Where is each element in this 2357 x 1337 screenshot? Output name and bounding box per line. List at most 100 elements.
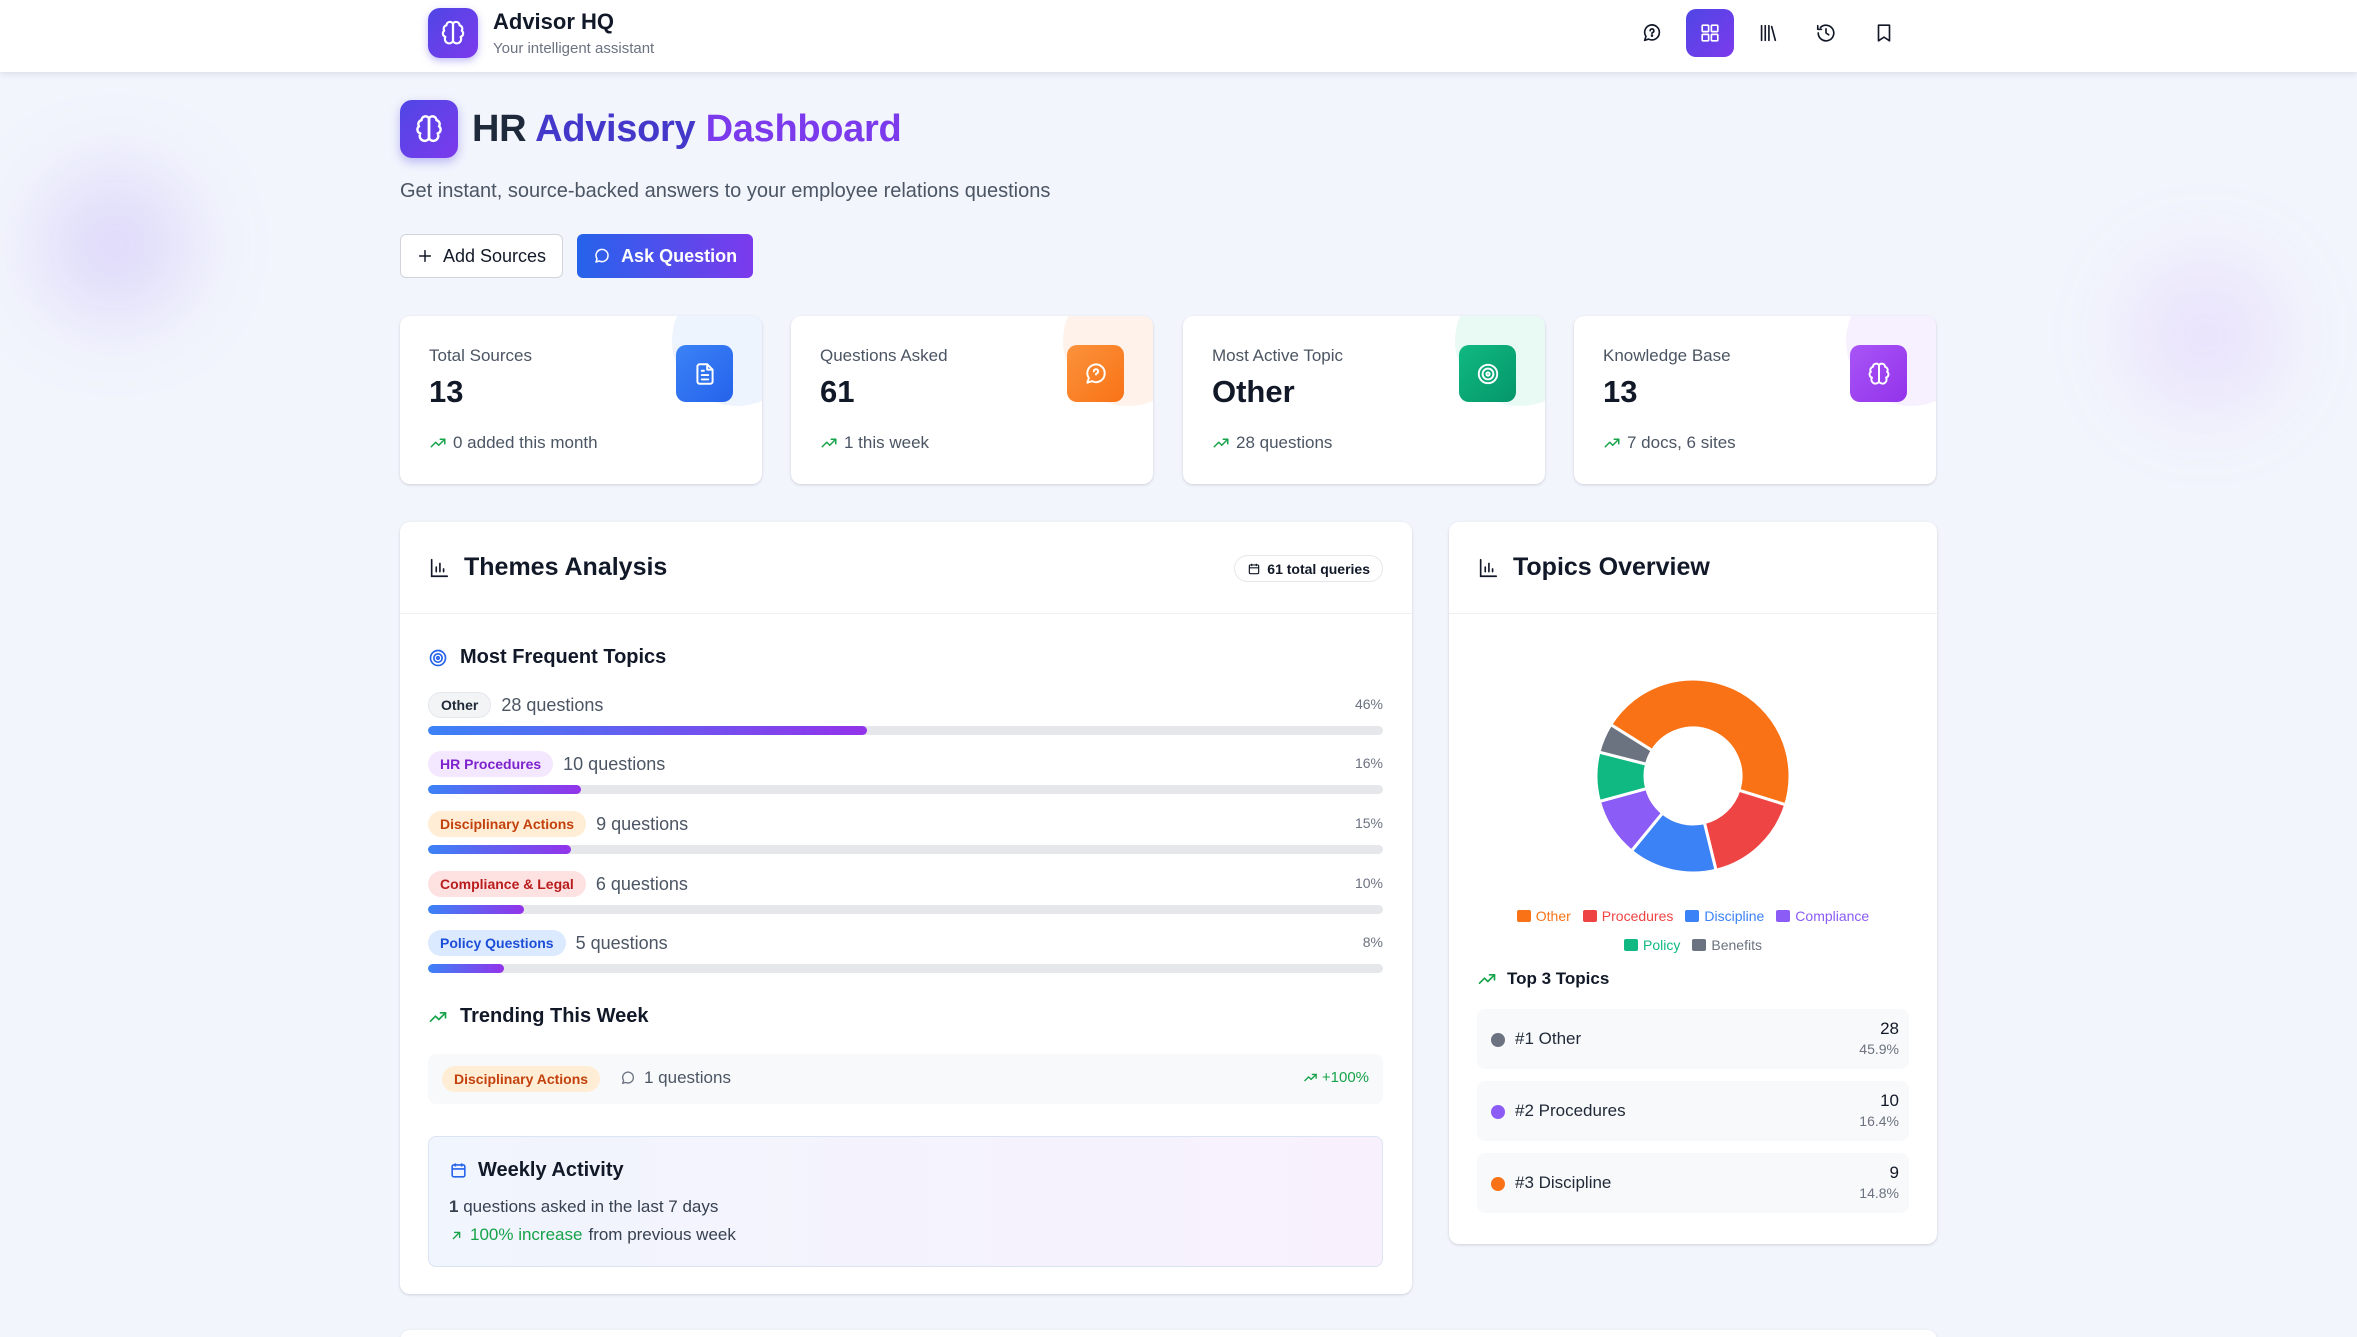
top-topic-name: #3 Discipline (1515, 1173, 1612, 1192)
top-topic-item[interactable]: #1 Other 28 45.9% (1477, 1009, 1909, 1069)
topic-count: 6 questions (595, 873, 688, 894)
panel-title: Themes Analysis (464, 553, 668, 581)
trending-item[interactable]: Disciplinary Actions 1 questions +100% (428, 1054, 1383, 1104)
legend-item-benefits[interactable]: Benefits (1692, 937, 1762, 953)
brain-icon (1850, 345, 1907, 402)
top-topic-name: #1 Other (1515, 1029, 1582, 1048)
topic-tag: Policy Questions (428, 930, 566, 956)
nav-bookmarks[interactable] (1860, 9, 1908, 57)
calendar-icon (1249, 563, 1260, 574)
trend-up-icon (1304, 1073, 1317, 1082)
weekly-change: 100% increase from previous week (449, 1225, 736, 1245)
stat-card-questions-asked: Questions Asked 61 1 this week (791, 316, 1153, 484)
top-topic-percent: 45.9% (1859, 1041, 1899, 1057)
trend-up-icon (821, 438, 837, 448)
trending-change: +100% (1303, 1069, 1369, 1086)
topic-row[interactable]: Other 28 questions 46% (428, 692, 1383, 740)
donut-slice-benefits[interactable] (1597, 722, 1655, 766)
trending-count: 1 questions (620, 1068, 731, 1088)
section-title-top3: Top 3 Topics (1477, 969, 1609, 989)
topic-percent: 46% (1354, 696, 1383, 712)
donut-slice-procedures[interactable] (1702, 788, 1788, 873)
section-title-frequent: Most Frequent Topics (428, 646, 666, 669)
brand[interactable]: Advisor HQ Your intelligent assistant (428, 8, 654, 58)
top-nav (1628, 9, 1908, 57)
document-icon (676, 345, 733, 402)
top-topic-item[interactable]: #2 Procedures 10 16.4% (1477, 1081, 1909, 1141)
library-icon (1760, 24, 1777, 42)
legend-item-compliance[interactable]: Compliance (1776, 908, 1869, 924)
page-header: HR Advisory Dashboard (400, 100, 902, 158)
weekly-activity-card: Weekly Activity 1 questions asked in the… (428, 1136, 1383, 1267)
legend-label: Policy (1643, 937, 1681, 953)
top-topic-item[interactable]: #3 Discipline 9 14.8% (1477, 1153, 1909, 1213)
page-subtitle: Get instant, source-backed answers to yo… (400, 180, 1051, 202)
legend-item-policy[interactable]: Policy (1624, 937, 1680, 953)
legend-label: Benefits (1711, 937, 1762, 953)
legend-swatch (1776, 910, 1791, 922)
legend-label: Procedures (1601, 908, 1674, 924)
themes-analysis-panel: Themes Analysis 61 total queries Most Fr… (400, 522, 1412, 1294)
ask-question-button[interactable]: Ask Question (577, 234, 754, 278)
stat-label: Total Sources (429, 346, 532, 365)
dashboard-icon (1701, 24, 1719, 42)
legend-swatch (1516, 910, 1531, 922)
stat-label: Questions Asked (820, 346, 948, 365)
topic-row[interactable]: Policy Questions 5 questions 8% (428, 930, 1383, 978)
add-sources-button[interactable]: Add Sources (400, 234, 564, 278)
topic-percent: 8% (1362, 934, 1383, 950)
nav-history[interactable] (1802, 9, 1850, 57)
chart-legend: Policy Benefits (1449, 937, 1937, 953)
topic-row[interactable]: HR Procedures 10 questions 16% (428, 751, 1383, 799)
legend-item-other[interactable]: Other (1516, 908, 1571, 924)
stat-footnote: 28 questions (1212, 433, 1332, 453)
topic-row[interactable]: Compliance & Legal 6 questions 10% (428, 871, 1383, 919)
brain-icon (428, 8, 478, 58)
stat-card-total-sources: Total Sources 13 0 added this month (400, 316, 762, 484)
legend-swatch (1685, 910, 1700, 922)
legend-swatch (1692, 939, 1707, 951)
topic-count: 5 questions (575, 932, 668, 953)
nav-library[interactable] (1744, 9, 1792, 57)
stat-footnote: 0 added this month (429, 433, 598, 453)
trend-up-icon (1478, 974, 1496, 984)
legend-item-procedures[interactable]: Procedures (1582, 908, 1674, 924)
app-tagline: Your intelligent assistant (493, 40, 655, 57)
stat-label: Most Active Topic (1212, 346, 1344, 365)
topic-bar (428, 964, 1383, 973)
trend-up-icon (1213, 438, 1229, 448)
page-title: HR Advisory Dashboard (472, 107, 902, 150)
weekly-title: Weekly Activity (449, 1159, 624, 1182)
top-topic-count: 10 (1880, 1091, 1899, 1110)
section-title-trending: Trending This Week (428, 1005, 649, 1028)
topic-row[interactable]: Disciplinary Actions 9 questions 15% (428, 811, 1383, 859)
next-panel (400, 1330, 1937, 1337)
stat-card-most-active-topic: Most Active Topic Other 28 questions (1183, 316, 1545, 484)
nav-dashboard[interactable] (1686, 9, 1734, 57)
bookmark-icon (1877, 24, 1891, 42)
topic-bar (428, 726, 1383, 735)
donut-slice-other[interactable] (1608, 677, 1792, 807)
panel-header: Topics Overview (1449, 522, 1937, 614)
legend-item-discipline[interactable]: Discipline (1685, 908, 1764, 924)
stat-label: Knowledge Base (1603, 346, 1731, 365)
topic-percent: 16% (1354, 755, 1383, 771)
topic-percent: 10% (1354, 875, 1383, 891)
panel-title: Topics Overview (1513, 553, 1710, 581)
total-queries-badge: 61 total queries (1234, 555, 1383, 582)
topics-overview-panel: Topics Overview Other Procedures Disciplin… (1449, 522, 1937, 1244)
stat-card-knowledge-base: Knowledge Base 13 7 docs, 6 sites (1574, 316, 1936, 484)
top-topic-count: 28 (1880, 1019, 1899, 1038)
top-topic-percent: 16.4% (1859, 1113, 1899, 1129)
weekly-summary: 1 questions asked in the last 7 days (449, 1197, 719, 1216)
top-bar: Advisor HQ Your intelligent assistant (0, 0, 2357, 72)
target-icon (429, 649, 447, 666)
trend-up-icon (429, 1011, 447, 1022)
calendar-icon (451, 1163, 466, 1178)
topics-donut-chart (1594, 677, 1792, 875)
bar-chart-icon (430, 558, 449, 577)
chat-icon (595, 248, 609, 263)
topic-tag: Disciplinary Actions (428, 811, 587, 837)
nav-chat[interactable] (1628, 9, 1676, 57)
top-topic-count: 9 (1889, 1163, 1899, 1182)
